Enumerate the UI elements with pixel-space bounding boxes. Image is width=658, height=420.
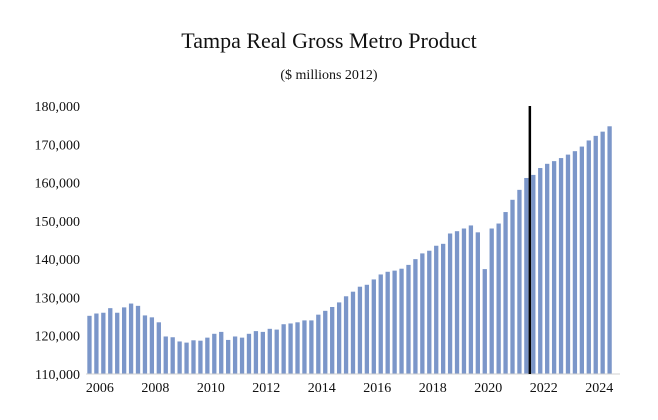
bar bbox=[239, 337, 245, 374]
bar bbox=[87, 315, 92, 374]
bar bbox=[260, 331, 265, 374]
y-tick-label: 150,000 bbox=[35, 215, 81, 230]
x-tick-label: 2016 bbox=[363, 381, 391, 396]
bar bbox=[454, 231, 460, 374]
bar bbox=[392, 270, 397, 374]
bar bbox=[579, 146, 585, 374]
bar bbox=[538, 168, 543, 374]
y-tick-label: 120,000 bbox=[35, 330, 81, 345]
chart-subtitle: ($ millions 2012) bbox=[280, 68, 378, 83]
bar bbox=[524, 177, 529, 374]
bar bbox=[156, 322, 161, 374]
bar bbox=[572, 151, 578, 374]
bar bbox=[565, 154, 571, 374]
bar bbox=[441, 243, 446, 374]
bar bbox=[149, 317, 155, 374]
bar bbox=[607, 126, 612, 374]
bar bbox=[101, 312, 106, 374]
bar bbox=[330, 307, 335, 374]
bar bbox=[191, 340, 196, 374]
bar bbox=[427, 250, 432, 374]
bar bbox=[108, 308, 113, 374]
bar bbox=[135, 305, 141, 374]
bar bbox=[586, 140, 591, 374]
bar bbox=[385, 271, 390, 374]
bar bbox=[461, 228, 467, 374]
bar bbox=[371, 279, 376, 374]
bar bbox=[489, 228, 494, 374]
bar bbox=[531, 174, 536, 374]
bar bbox=[378, 274, 383, 374]
bar bbox=[496, 223, 501, 374]
bar bbox=[475, 232, 480, 374]
bar bbox=[343, 296, 349, 374]
bar bbox=[198, 340, 203, 374]
bar bbox=[364, 284, 370, 374]
bar bbox=[253, 331, 259, 374]
bar bbox=[163, 336, 168, 374]
x-tick-label: 2008 bbox=[141, 381, 169, 396]
bar bbox=[267, 328, 272, 374]
x-tick-label: 2018 bbox=[419, 381, 447, 396]
x-tick-label: 2014 bbox=[308, 381, 336, 396]
bar bbox=[434, 245, 439, 374]
bar bbox=[226, 339, 231, 374]
x-tick-label: 2006 bbox=[86, 381, 114, 396]
bar bbox=[406, 264, 411, 374]
bar bbox=[399, 268, 404, 374]
bar bbox=[600, 131, 605, 374]
bar bbox=[323, 310, 328, 374]
bar bbox=[94, 313, 99, 374]
x-tick-label: 2022 bbox=[530, 381, 558, 396]
y-tick-label: 140,000 bbox=[35, 253, 81, 268]
bar bbox=[177, 341, 182, 374]
bar bbox=[482, 269, 487, 374]
bar bbox=[281, 324, 286, 374]
y-tick-label: 160,000 bbox=[35, 177, 81, 192]
bar bbox=[121, 307, 127, 374]
bar bbox=[551, 161, 557, 374]
bar bbox=[142, 315, 148, 374]
bar bbox=[558, 158, 564, 374]
bar bbox=[295, 322, 300, 374]
chart-title: Tampa Real Gross Metro Product bbox=[181, 28, 477, 53]
bar bbox=[288, 323, 293, 374]
y-tick-label: 130,000 bbox=[35, 291, 81, 306]
bar bbox=[316, 314, 321, 374]
bar bbox=[302, 320, 307, 374]
x-tick-label: 2024 bbox=[585, 381, 613, 396]
y-tick-label: 180,000 bbox=[35, 100, 81, 115]
bar bbox=[184, 342, 189, 374]
x-tick-label: 2010 bbox=[197, 381, 225, 396]
bar bbox=[232, 336, 238, 374]
bar bbox=[205, 337, 210, 374]
bar bbox=[115, 312, 120, 374]
x-tick-label: 2020 bbox=[474, 381, 502, 396]
bar bbox=[309, 320, 314, 374]
bar bbox=[357, 286, 363, 374]
bar bbox=[128, 303, 134, 374]
bar bbox=[350, 291, 356, 374]
bar bbox=[170, 337, 175, 374]
bar bbox=[517, 189, 522, 374]
bar bbox=[545, 163, 550, 374]
bar bbox=[274, 329, 279, 374]
bar bbox=[447, 233, 453, 374]
bar bbox=[413, 259, 418, 374]
bar bbox=[593, 135, 598, 374]
bar bbox=[503, 212, 508, 374]
y-tick-label: 170,000 bbox=[35, 138, 81, 153]
bar bbox=[219, 331, 224, 374]
bar bbox=[246, 333, 252, 374]
bar bbox=[468, 225, 474, 374]
bar bbox=[336, 302, 342, 374]
bar bbox=[212, 333, 217, 374]
x-tick-label: 2012 bbox=[252, 381, 280, 396]
y-tick-label: 110,000 bbox=[35, 368, 80, 383]
bar bbox=[420, 253, 425, 374]
bar bbox=[510, 199, 515, 374]
